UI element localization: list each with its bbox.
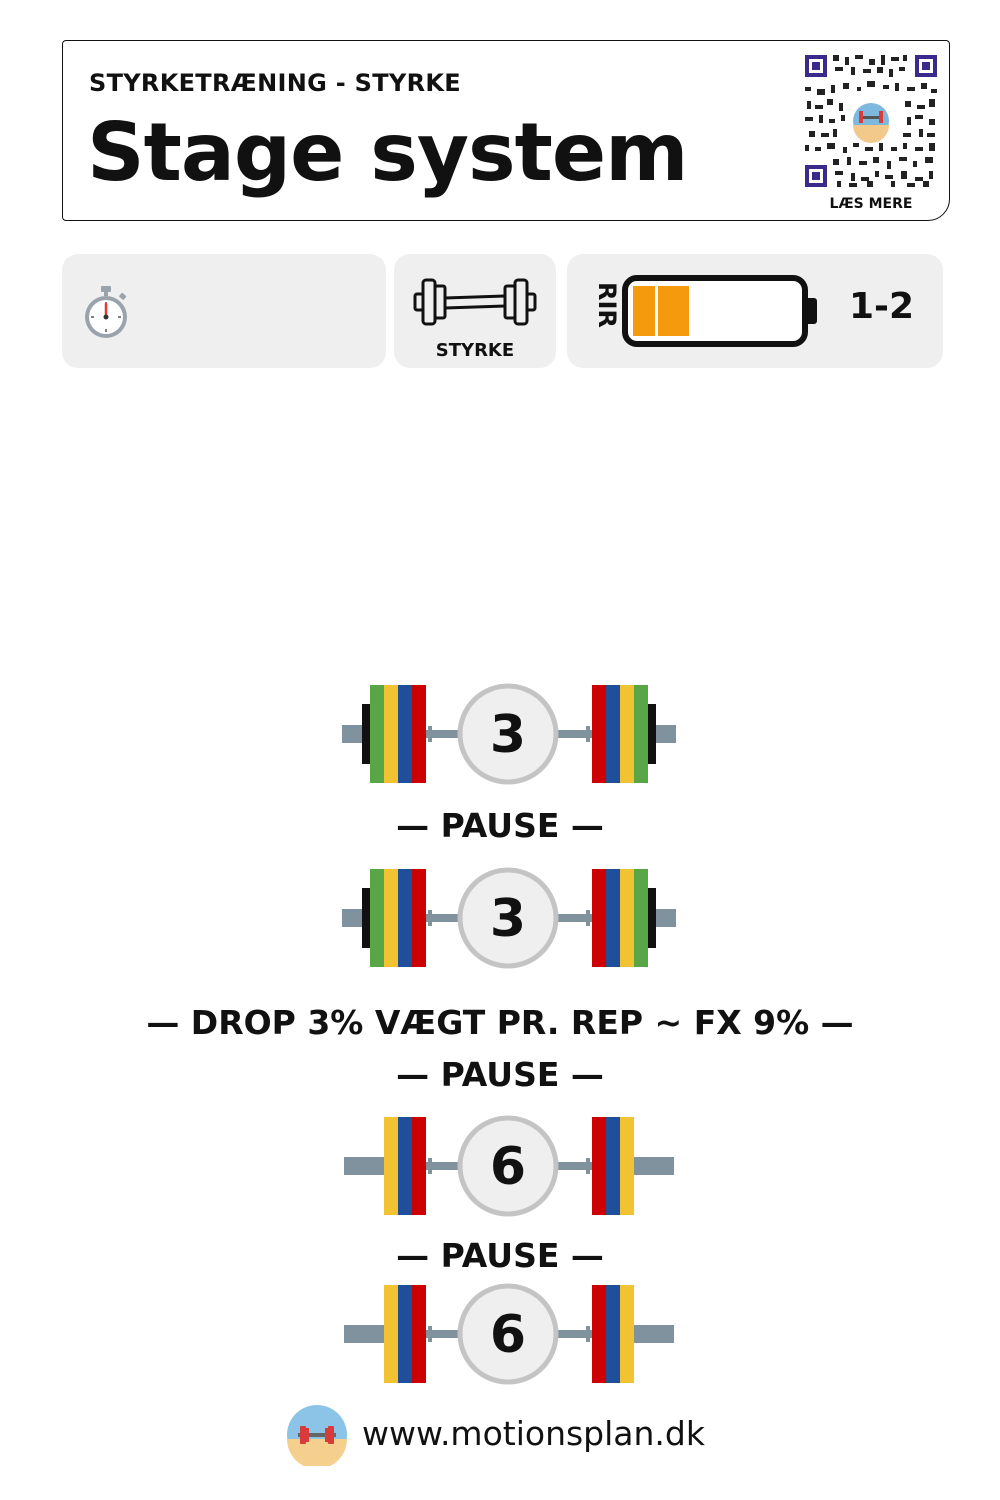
weight-plate bbox=[634, 869, 648, 967]
weight-plate bbox=[606, 685, 620, 783]
weight-plate bbox=[620, 869, 634, 967]
weight-plate bbox=[370, 685, 384, 783]
weight-plate bbox=[384, 685, 398, 783]
weight-plate bbox=[592, 1285, 606, 1383]
weight-plate bbox=[620, 1285, 634, 1383]
set-4: 6 bbox=[330, 1282, 690, 1388]
rep-count: 3 bbox=[490, 705, 526, 765]
weight-plate bbox=[398, 1285, 412, 1383]
header-card: STYRKETRÆNING - STYRKE Stage system bbox=[62, 40, 950, 221]
weight-plate bbox=[620, 1117, 634, 1215]
set-3: 6 bbox=[330, 1114, 690, 1220]
set-1: 3 bbox=[330, 682, 690, 788]
barbell-icon: 3 bbox=[342, 683, 676, 785]
rep-count: 6 bbox=[490, 1137, 526, 1197]
barbell-icon: 3 bbox=[342, 867, 676, 969]
website-link[interactable]: www.motionsplan.dk bbox=[362, 1414, 705, 1453]
weight-plate bbox=[398, 869, 412, 967]
pause-separator: — PAUSE — bbox=[396, 806, 604, 845]
pause-separator: — PAUSE — bbox=[396, 1236, 604, 1275]
rir-value: 1-2 bbox=[849, 286, 915, 327]
barbell-icon: 6 bbox=[344, 1115, 674, 1217]
set-2: 3 bbox=[330, 866, 690, 972]
weight-plate bbox=[412, 685, 426, 783]
motionsplan-logo bbox=[287, 1405, 347, 1466]
weight-plate bbox=[384, 869, 398, 967]
exercise-type-label: STYRKE bbox=[435, 340, 515, 361]
weight-plate bbox=[620, 685, 634, 783]
weight-plate bbox=[412, 869, 426, 967]
rep-count: 6 bbox=[490, 1305, 526, 1365]
read-more-label[interactable]: LÆS MERE bbox=[829, 196, 913, 212]
weight-plate bbox=[606, 1285, 620, 1383]
weight-plate bbox=[370, 869, 384, 967]
weight-plate bbox=[398, 685, 412, 783]
weight-plate bbox=[592, 1117, 606, 1215]
pause-separator: — PAUSE — bbox=[396, 1055, 604, 1094]
timer-card bbox=[62, 254, 386, 368]
weight-plate bbox=[384, 1285, 398, 1383]
rir-label: RIR bbox=[593, 282, 621, 328]
weight-plate bbox=[592, 685, 606, 783]
qr-code[interactable] bbox=[803, 53, 939, 189]
barbell-icon bbox=[413, 278, 537, 326]
weight-plate bbox=[398, 1117, 412, 1215]
weight-plate bbox=[384, 1117, 398, 1215]
weight-plate bbox=[634, 685, 648, 783]
category-subtitle: STYRKETRÆNING - STYRKE bbox=[89, 69, 461, 97]
weight-plate bbox=[412, 1117, 426, 1215]
barbell-icon: 6 bbox=[344, 1283, 674, 1385]
drop-instruction: — DROP 3% VÆGT PR. REP ~ FX 9% — bbox=[146, 1003, 854, 1042]
weight-plate bbox=[606, 1117, 620, 1215]
battery-fill bbox=[633, 286, 689, 336]
weight-plate bbox=[592, 869, 606, 967]
weight-plate bbox=[412, 1285, 426, 1383]
rep-count: 3 bbox=[490, 889, 526, 949]
exercise-type-card: STYRKE bbox=[394, 254, 556, 368]
battery-icon bbox=[622, 275, 817, 347]
stopwatch-icon bbox=[85, 286, 127, 338]
rir-card: RIR 1-2 bbox=[567, 254, 943, 368]
page-title: Stage system bbox=[87, 106, 688, 199]
weight-plate bbox=[606, 869, 620, 967]
